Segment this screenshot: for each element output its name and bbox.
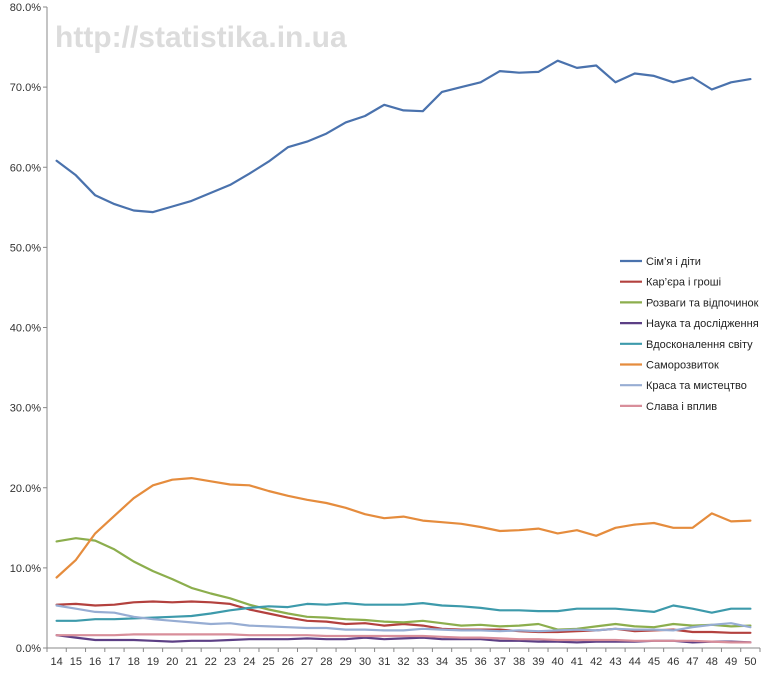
- x-tick-label: 33: [417, 656, 429, 668]
- x-tick-label: 34: [436, 656, 448, 668]
- y-tick-label: 30.0%: [10, 403, 41, 415]
- series-line: [55, 633, 752, 644]
- x-tick-label: 45: [648, 656, 660, 668]
- x-tick-label: 50: [744, 656, 756, 668]
- x-tick-label: 28: [320, 656, 332, 668]
- legend-label: Розваги та відпочинок: [646, 297, 759, 309]
- x-tick-label: 15: [70, 656, 82, 668]
- x-axis-ticks: 14 15 16 17 18 19 20 21 22 23 24 25 26 27 28 29 30 31 32 33…: [46, 648, 761, 668]
- watermark-text: http://statistika.in.ua: [55, 21, 347, 54]
- y-tick-label: 70.0%: [10, 82, 41, 94]
- y-tick-label: 50.0%: [10, 242, 41, 254]
- y-tick-label: 10.0%: [10, 563, 41, 575]
- legend: Сім’я і діти Кар’єра і гроші Розваги та ві…: [620, 256, 759, 413]
- legend-label: Слава і вплив: [646, 401, 717, 413]
- series-line: [55, 604, 752, 633]
- x-tick-label: 32: [397, 656, 409, 668]
- x-tick-label: 14: [51, 656, 63, 668]
- x-tick-label: 35: [455, 656, 467, 668]
- x-tick-label: 47: [686, 656, 698, 668]
- x-tick-label: 43: [609, 656, 621, 668]
- x-tick-label: 44: [629, 656, 641, 668]
- legend-label: Краса та мистецтво: [646, 380, 747, 392]
- x-tick-label: 23: [224, 656, 236, 668]
- x-tick-label: 36: [474, 656, 486, 668]
- x-tick-label: 41: [571, 656, 583, 668]
- legend-label: Саморозвиток: [646, 360, 719, 372]
- x-tick-label: 20: [166, 656, 178, 668]
- series-line: [55, 600, 752, 634]
- legend-label: Сім’я і діти: [646, 256, 701, 268]
- x-tick-label: 16: [89, 656, 101, 668]
- series-line: [55, 477, 752, 579]
- legend-label: Кар’єра і гроші: [646, 277, 721, 289]
- x-tick-label: 31: [378, 656, 390, 668]
- y-tick-label: 40.0%: [10, 323, 41, 335]
- y-axis-ticks: 0.0% 10.0% 20.0% 30.0% 40.0% 50.0% 60.0% 70.0% 8…: [10, 2, 47, 655]
- x-tick-label: 22: [205, 656, 217, 668]
- x-tick-label: 37: [494, 656, 506, 668]
- legend-label: Наука та дослідження: [646, 318, 759, 330]
- x-tick-label: 42: [590, 656, 602, 668]
- x-tick-label: 29: [340, 656, 352, 668]
- x-tick-label: 19: [147, 656, 159, 668]
- x-tick-label: 49: [725, 656, 737, 668]
- series-line: [55, 59, 752, 214]
- y-tick-label: 0.0%: [16, 643, 41, 655]
- x-tick-label: 25: [262, 656, 274, 668]
- x-tick-label: 26: [282, 656, 294, 668]
- legend-label: Вдосконалення світу: [646, 339, 753, 351]
- x-tick-label: 39: [532, 656, 544, 668]
- x-tick-label: 24: [243, 656, 255, 668]
- x-tick-label: 40: [552, 656, 564, 668]
- series-line: [55, 537, 752, 631]
- series-line: [55, 601, 752, 622]
- x-tick-label: 30: [359, 656, 371, 668]
- x-tick-label: 17: [108, 656, 120, 668]
- series-lines: [55, 59, 752, 644]
- y-tick-label: 60.0%: [10, 162, 41, 174]
- x-tick-label: 27: [301, 656, 313, 668]
- y-tick-label: 80.0%: [10, 2, 41, 14]
- x-tick-label: 21: [185, 656, 197, 668]
- x-tick-label: 38: [513, 656, 525, 668]
- x-tick-label: 46: [667, 656, 679, 668]
- x-tick-label: 18: [128, 656, 140, 668]
- y-tick-label: 20.0%: [10, 483, 41, 495]
- x-tick-label: 48: [706, 656, 718, 668]
